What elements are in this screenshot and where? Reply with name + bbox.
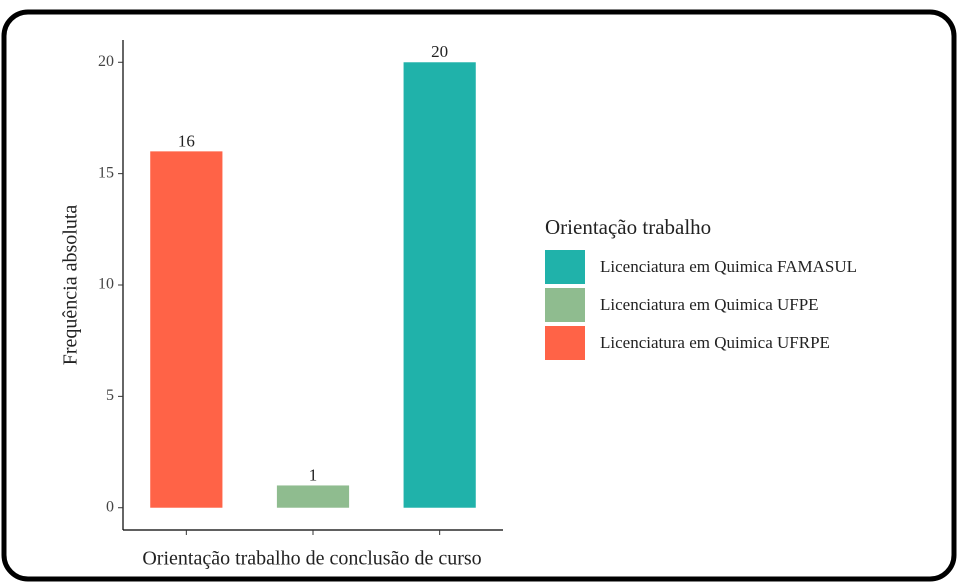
- y-tick-label: 15: [98, 164, 114, 181]
- value-label: 16: [178, 131, 195, 150]
- legend-key: [545, 250, 585, 284]
- value-label: 20: [431, 42, 448, 61]
- legend-key: [545, 288, 585, 322]
- legend-label: Licenciatura em Quimica UFPE: [600, 295, 819, 314]
- value-label: 1: [309, 465, 318, 484]
- legend-label: Licenciatura em Quimica FAMASUL: [600, 257, 857, 276]
- y-tick-label: 20: [98, 53, 114, 70]
- y-tick-label: 0: [106, 498, 114, 515]
- bar: [150, 151, 223, 508]
- bar: [403, 62, 476, 508]
- legend-title: Orientação trabalho: [545, 215, 711, 239]
- y-axis-label: Frequência absoluta: [60, 205, 82, 366]
- frame: [1, 9, 957, 582]
- y-tick-label: 5: [106, 387, 114, 404]
- legend-key: [545, 326, 585, 360]
- x-axis-label: Orientação trabalho de conclusão de curs…: [142, 548, 481, 570]
- y-tick-label: 10: [98, 276, 114, 293]
- legend-label: Licenciatura em Quimica UFRPE: [600, 333, 830, 352]
- bar: [276, 485, 350, 508]
